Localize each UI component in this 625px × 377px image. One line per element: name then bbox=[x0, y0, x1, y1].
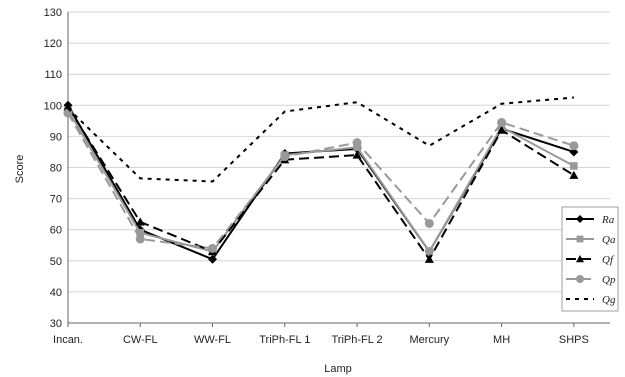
y-tick-label: 50 bbox=[50, 256, 62, 268]
series-line bbox=[67, 106, 575, 261]
legend-label: Ra bbox=[601, 214, 615, 226]
data-point bbox=[135, 217, 145, 226]
y-tick-label: 100 bbox=[44, 100, 62, 112]
x-tick-label: CW-FL bbox=[123, 334, 158, 346]
series-line bbox=[67, 96, 574, 183]
data-point bbox=[569, 141, 579, 151]
legend-item: Qf bbox=[566, 254, 615, 266]
x-axis-title: Lamp bbox=[324, 363, 352, 375]
data-point bbox=[352, 138, 362, 148]
x-tick-label: SHPS bbox=[559, 334, 589, 346]
data-point bbox=[497, 117, 507, 127]
data-point bbox=[570, 162, 578, 170]
x-tick-labels: Incan. CW-FL WW-FL TriPh-FL 1 TriPh-FL 2 Merc… bbox=[53, 334, 589, 346]
x-tick-label: Mercury bbox=[409, 334, 449, 346]
data-point bbox=[497, 125, 507, 134]
legend-marker bbox=[576, 255, 584, 263]
data-point bbox=[63, 102, 73, 111]
data-point bbox=[208, 243, 218, 253]
axes bbox=[67, 12, 610, 327]
y-tick-labels: 30 40 50 60 70 80 90 100 110 120 130 bbox=[44, 7, 62, 330]
data-point bbox=[569, 147, 579, 157]
data-point bbox=[424, 254, 434, 263]
legend-label: Qp bbox=[602, 274, 616, 286]
y-tick-label: 110 bbox=[44, 69, 62, 81]
legend-item: Ra bbox=[566, 214, 615, 226]
data-point bbox=[280, 152, 290, 162]
x-tick-label: TriPh-FL 2 bbox=[331, 334, 382, 346]
y-axis-title: Score bbox=[14, 155, 26, 184]
data-point bbox=[136, 228, 145, 237]
y-tick-label: 40 bbox=[50, 287, 62, 299]
data-point bbox=[352, 150, 362, 159]
series-line bbox=[67, 112, 575, 250]
data-point bbox=[353, 143, 361, 152]
series-line bbox=[67, 109, 575, 253]
legend-item: Qg bbox=[566, 294, 616, 306]
y-tick-label: 120 bbox=[44, 38, 62, 50]
y-tick-label: 60 bbox=[50, 225, 62, 237]
x-tick-label: WW-FL bbox=[194, 334, 231, 346]
legend-marker bbox=[576, 215, 584, 223]
x-tick-label: TriPh-FL 1 bbox=[259, 334, 310, 346]
data-point bbox=[424, 218, 434, 228]
series-qg bbox=[67, 96, 574, 183]
data-point bbox=[208, 254, 218, 264]
data-point bbox=[569, 170, 579, 179]
data-point bbox=[63, 108, 73, 118]
gridlines bbox=[68, 11, 610, 293]
legend-label: Qf bbox=[602, 254, 615, 266]
series-lines bbox=[63, 96, 579, 264]
x-tick-label: Incan. bbox=[53, 334, 83, 346]
series-qp bbox=[63, 108, 579, 253]
y-tick-label: 70 bbox=[50, 194, 62, 206]
data-point bbox=[135, 234, 145, 244]
legend-marker bbox=[576, 275, 584, 283]
legend-item: Qa bbox=[566, 234, 616, 246]
y-tick-label: 90 bbox=[50, 131, 62, 143]
y-tick-label: 130 bbox=[44, 7, 62, 19]
legend-item: Qp bbox=[566, 274, 616, 286]
legend-label: Qg bbox=[602, 294, 616, 306]
data-point bbox=[425, 247, 434, 256]
legend-marker bbox=[576, 235, 584, 243]
y-tick-label: 80 bbox=[50, 163, 62, 175]
x-tick-label: MH bbox=[493, 334, 510, 346]
legend-label: Qa bbox=[602, 234, 616, 246]
y-tick-label: 30 bbox=[50, 318, 62, 330]
legend: Ra Qa Qf Qp Qg bbox=[561, 206, 619, 312]
